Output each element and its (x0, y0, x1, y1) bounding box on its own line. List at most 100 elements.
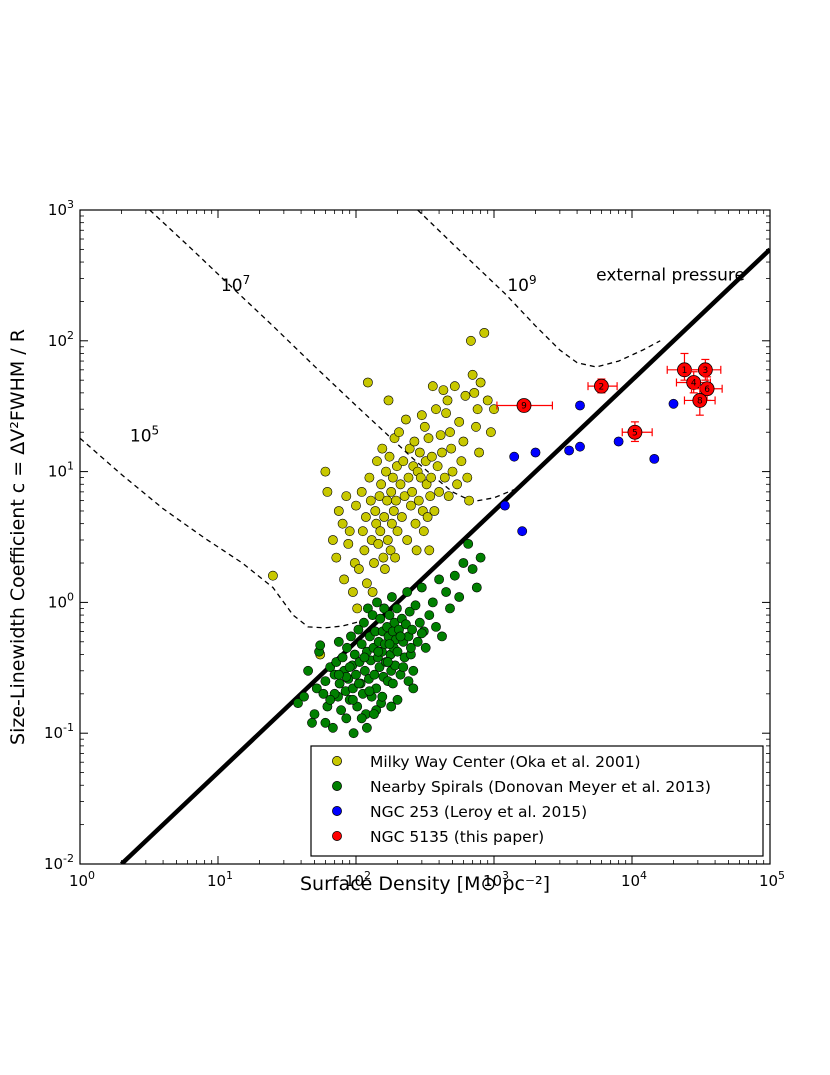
milky-way-center-point (396, 512, 407, 522)
milky-way-center-point (472, 404, 483, 415)
nearby-spirals-point (327, 722, 338, 733)
ngc-253-point (564, 445, 574, 456)
nearby-spirals-point (320, 676, 331, 686)
milky-way-center-point (383, 395, 394, 406)
virial-equilibrium-line (119, 247, 770, 864)
ngc-5135-point-9: 9 (496, 398, 554, 413)
milky-way-center-point (374, 491, 385, 501)
ngc5135-point-label: 1 (682, 366, 688, 376)
nearby-spirals-point (361, 722, 372, 733)
milky-way-center-point (344, 526, 355, 537)
milky-way-center-point (404, 443, 415, 454)
milky-way-center-point (343, 539, 354, 549)
pressure-curve-label-10-9: 109 (507, 273, 536, 296)
milky-way-center-point (422, 512, 433, 522)
milky-way-center-point (469, 387, 480, 398)
milky-way-center-point (471, 421, 481, 432)
milky-way-center-point (365, 495, 376, 506)
nearby-spirals-point (391, 603, 402, 614)
ngc-253-point (575, 400, 585, 411)
y-tick-label: 102 (48, 329, 74, 350)
y-axis-title: Size-Linewidth Coefficient c = ΔV²FWHM /… (7, 329, 29, 745)
x-tick-label: 103 (483, 869, 509, 890)
ngc5135-point-label: 4 (691, 379, 697, 389)
x-tick-label: 105 (759, 869, 785, 890)
nearby-spirals-point (333, 669, 344, 680)
nearby-spirals-point (377, 691, 388, 702)
ngc-5135-point-6: 6 (690, 376, 723, 402)
milky-way-center-point (449, 381, 460, 392)
milky-way-center-point (460, 390, 471, 401)
y-tick-label: 101 (48, 460, 74, 481)
milky-way-center-point (431, 404, 441, 415)
nearby-spirals-point (454, 592, 465, 602)
legend-label-milky-way: Milky Way Center (Oka et al. 2001) (370, 753, 641, 771)
nearby-spirals-point (320, 717, 331, 728)
nearby-spirals-point (318, 688, 329, 699)
milky-way-center-point (438, 385, 449, 395)
y-tick-label: 100 (48, 590, 74, 611)
milky-way-center-point (413, 495, 424, 506)
nearby-spirals-point (344, 662, 355, 672)
nearby-spirals-point (325, 694, 336, 705)
ngc-253-point (668, 398, 679, 409)
milky-way-center-point (432, 461, 443, 472)
milky-way-center-point (441, 408, 451, 418)
nearby-spirals-point (416, 582, 427, 593)
milky-way-center-point (474, 447, 484, 458)
milky-way-center-point (381, 466, 391, 477)
nearby-spirals-point (349, 649, 360, 660)
milky-way-center-point (452, 479, 462, 490)
milky-way-center-point (467, 369, 478, 380)
nearby-spirals-point (405, 642, 416, 653)
legend-marker-ngc253 (332, 806, 342, 816)
milky-way-center-point (479, 327, 490, 338)
milky-way-center-point (387, 472, 398, 483)
milky-way-center-point (423, 433, 434, 444)
nearby-spirals-point (386, 592, 397, 602)
nearby-spirals-point (400, 619, 411, 630)
milky-way-center-point (367, 587, 378, 597)
legend-label-ngc253: NGC 253 (Leroy et al. 2015) (370, 803, 587, 821)
milky-way-center-point (391, 495, 401, 506)
nearby-spirals-point (348, 728, 359, 739)
nearby-spirals-point (351, 669, 361, 680)
nearby-spirals-point (387, 678, 398, 689)
milky-way-center-point (352, 603, 363, 614)
ngc5135-point-label: 9 (521, 402, 527, 412)
milky-way-center-point (434, 486, 444, 497)
nearby-spirals-point (398, 662, 409, 672)
nearby-spirals-point (431, 622, 441, 632)
milky-way-center-point (347, 587, 358, 597)
ngc5135-point-label: 3 (702, 366, 708, 376)
milky-way-center-point (362, 377, 373, 388)
milky-way-center-point (489, 404, 499, 415)
milky-way-center-point (320, 466, 331, 477)
x-tick-label: 100 (69, 869, 95, 890)
nearby-spirals-point (372, 597, 382, 608)
nearby-spirals-point (333, 636, 344, 647)
x-tick-label: 102 (345, 869, 371, 890)
nearby-spirals-point (311, 683, 322, 694)
milky-way-center-point (391, 461, 402, 472)
milky-way-center-point (377, 443, 388, 454)
nearby-spirals-point (362, 603, 373, 614)
y-tick-label: 10-2 (44, 852, 74, 873)
milky-way-center-point (370, 506, 381, 516)
pressure-curve-label-10-7: 107 (221, 273, 250, 296)
milky-way-center-point (435, 430, 446, 440)
milky-way-center-point (386, 486, 397, 497)
milky-way-center-point (415, 472, 426, 483)
nearby-spirals-point (412, 636, 423, 647)
nearby-spirals-point (382, 657, 393, 667)
annotation-layer: external pressure 107 109 105 (130, 265, 745, 446)
nearby-spirals-point (336, 705, 346, 716)
milky-way-center-point (465, 335, 476, 346)
nearby-spirals-point (293, 698, 303, 708)
milky-way-center-point (447, 466, 458, 477)
milky-way-center-point (424, 545, 435, 556)
nearby-spirals-point (309, 709, 320, 719)
milky-way-center-point (409, 436, 420, 447)
milky-way-center-point (322, 486, 333, 497)
